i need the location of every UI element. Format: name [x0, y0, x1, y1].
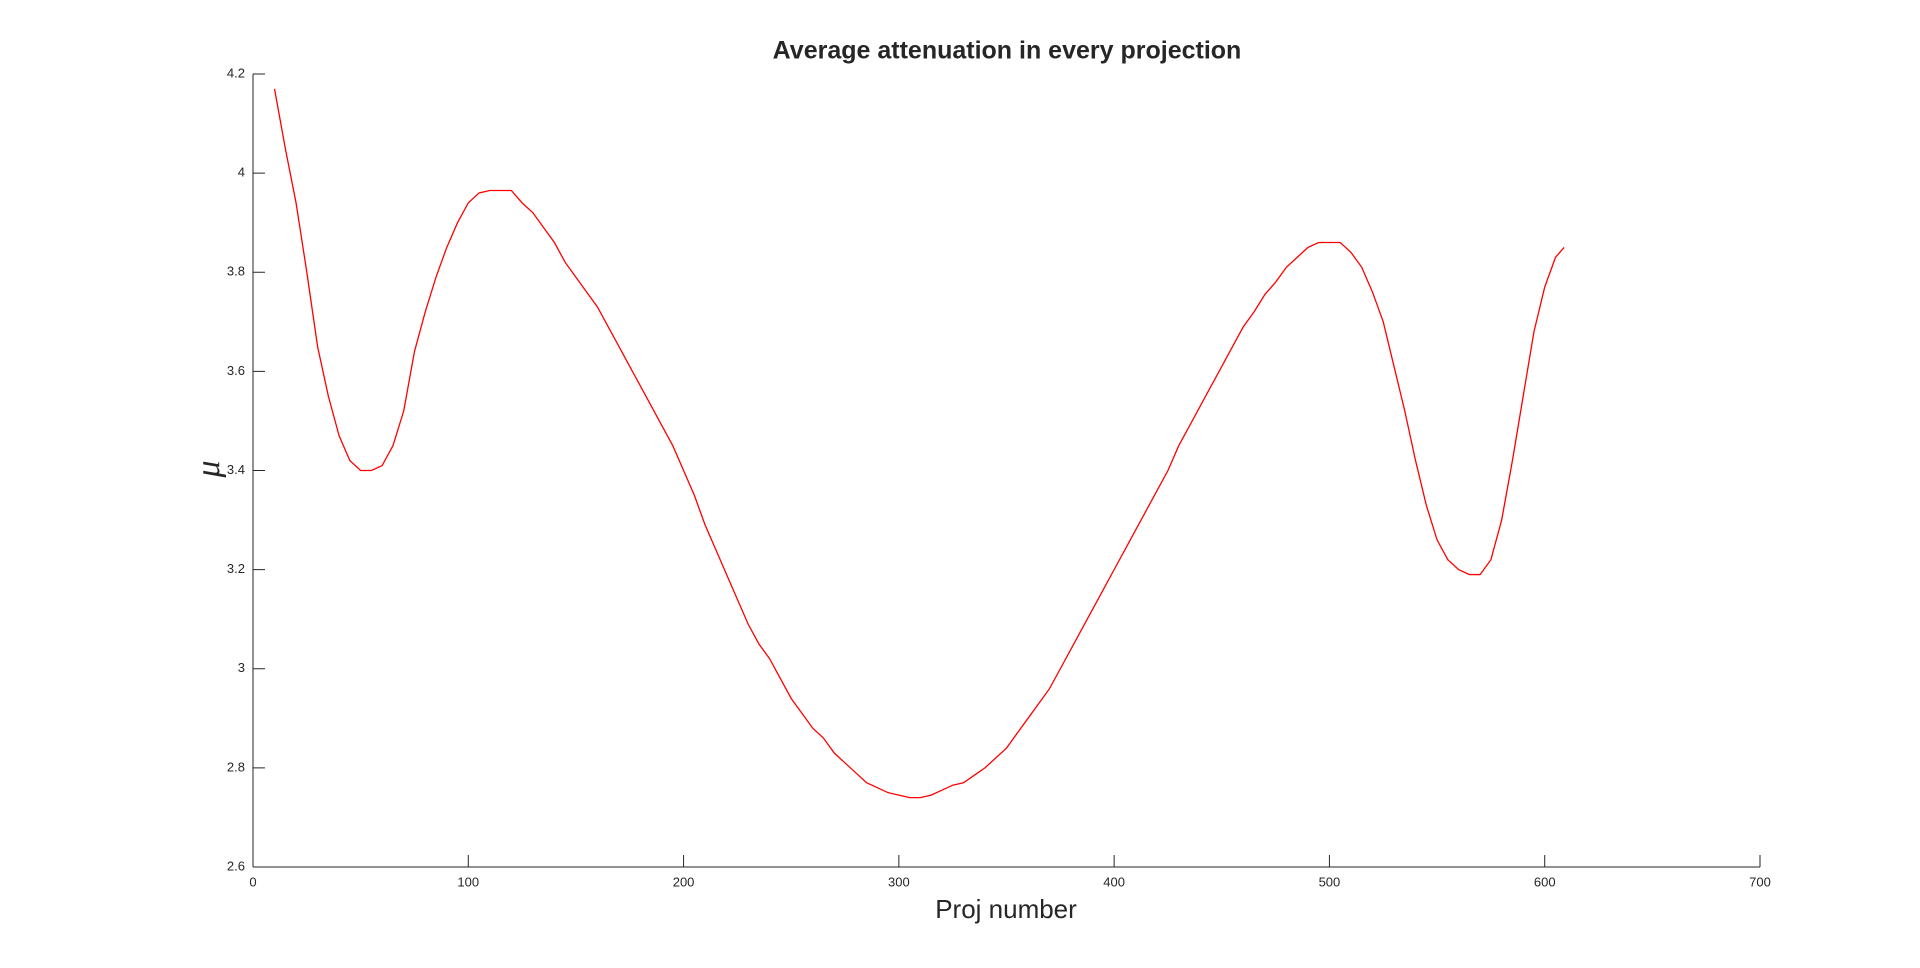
y-tick-label: 3.2	[227, 561, 245, 576]
data-line	[273, 88, 1565, 799]
x-tick-label: 100	[457, 874, 479, 889]
chart-title: Average attenuation in every projection	[773, 37, 1242, 65]
y-tick-label: 4.2	[227, 65, 245, 80]
x-tick-label: 0	[249, 874, 256, 889]
y-tick-label: 3	[238, 660, 245, 675]
x-tick-label: 300	[888, 874, 910, 889]
y-tick-label: 3.8	[227, 264, 245, 279]
y-tick-label: 3.4	[227, 462, 245, 477]
y-tick-label: 4	[238, 165, 245, 180]
x-axis-label: Proj number	[935, 894, 1077, 924]
y-tick-label: 2.6	[227, 858, 245, 873]
x-tick-label: 700	[1749, 874, 1771, 889]
x-tick-label: 500	[1319, 874, 1341, 889]
x-tick-label: 400	[1103, 874, 1125, 889]
y-tick-label: 3.6	[227, 363, 245, 378]
x-tick-label: 600	[1534, 874, 1556, 889]
x-tick-label: 200	[673, 874, 695, 889]
y-axis-label: μ	[190, 460, 227, 478]
y-tick-label: 2.8	[227, 759, 245, 774]
